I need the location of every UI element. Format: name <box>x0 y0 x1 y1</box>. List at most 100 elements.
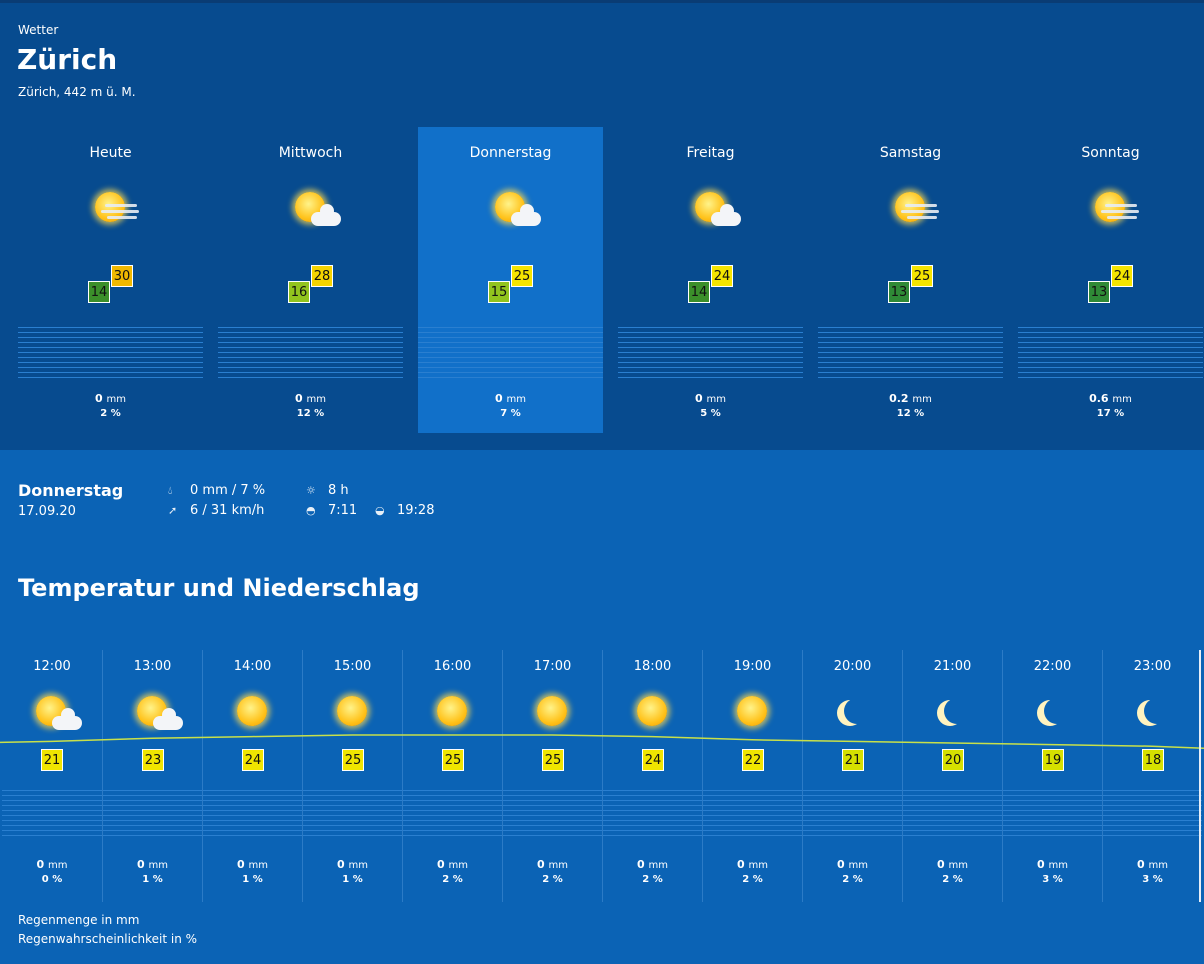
sun-icon <box>517 686 587 736</box>
rain-chart <box>603 790 702 840</box>
rain-amount: 0.2 <box>889 392 909 405</box>
min-temp: 15 <box>488 281 510 303</box>
rain-chart <box>1018 327 1203 379</box>
rain-amount: 0 <box>237 858 245 871</box>
rain-prob: 2 % <box>942 874 963 885</box>
sun-icon <box>217 686 287 736</box>
sun-cloud-icon <box>475 182 545 232</box>
sun-icon: ☼ <box>306 484 316 497</box>
day-name: Heute <box>89 145 132 161</box>
rain-chart <box>1103 790 1202 840</box>
hour-temp: 21 <box>842 749 864 771</box>
rain-chart <box>203 790 302 840</box>
rain-amount: 0 <box>137 858 145 871</box>
rain-chart <box>18 327 203 379</box>
city-title: Zürich <box>17 43 118 76</box>
section-kicker: Wetter <box>18 23 59 37</box>
rain-unit: mm <box>106 394 126 405</box>
rain-prob: 3 % <box>1142 874 1163 885</box>
rain-unit: mm <box>248 860 268 871</box>
moon-icon <box>917 686 987 736</box>
day-mittwoch[interactable]: Mittwoch 16 28 0 mm 12 % <box>218 127 403 433</box>
rain-chart <box>303 790 402 840</box>
hour-time: 23:00 <box>1133 659 1172 674</box>
rain-amount: 0 <box>937 858 945 871</box>
detail-date: 17.09.20 <box>18 504 76 519</box>
sun-cloud-icon <box>675 182 745 232</box>
rain-unit: mm <box>912 394 932 405</box>
hour-temp: 25 <box>442 749 464 771</box>
rain-prob: 12 % <box>296 408 325 419</box>
rain-unit: mm <box>448 860 468 871</box>
rain-prob: 1 % <box>342 874 363 885</box>
hour-column: 18:00 24 0 mm 2 % <box>602 650 702 902</box>
day-freitag[interactable]: Freitag 14 24 0 mm 5 % <box>618 127 803 433</box>
sun-cloud-icon <box>16 686 86 736</box>
rain-unit: mm <box>48 860 68 871</box>
max-temp: 24 <box>1111 265 1133 287</box>
hour-temp: 18 <box>1142 749 1164 771</box>
sun-wind-icon <box>875 182 945 232</box>
day-heute[interactable]: Heute 14 30 0 mm 2 % <box>18 127 203 433</box>
rain-chart <box>803 790 902 840</box>
min-temp: 14 <box>688 281 710 303</box>
min-temp: 14 <box>88 281 110 303</box>
rain-amount: 0 <box>295 392 303 405</box>
rain-prob: 12 % <box>896 408 925 419</box>
rain-amount: 0 <box>437 858 445 871</box>
section-title: Temperatur und Niederschlag <box>18 574 420 602</box>
max-temp: 24 <box>711 265 733 287</box>
hour-column: 19:00 22 0 mm 2 % <box>702 650 802 902</box>
rain-chart <box>418 327 603 379</box>
day-donnerstag[interactable]: Donnerstag 15 25 0 mm 7 % <box>418 127 603 433</box>
rain-amount: 0.6 <box>1089 392 1109 405</box>
rain-amount: 0 <box>1037 858 1045 871</box>
hour-temp: 20 <box>942 749 964 771</box>
hour-temp: 22 <box>742 749 764 771</box>
rain-prob: 5 % <box>700 408 721 419</box>
day-name: Freitag <box>686 145 735 161</box>
max-temp: 28 <box>311 265 333 287</box>
rain-prob: 2 % <box>642 874 663 885</box>
rain-amount: 0 <box>495 392 503 405</box>
rain-prob: 1 % <box>242 874 263 885</box>
rain-prob: 2 % <box>742 874 763 885</box>
rain-amount: 0 <box>95 392 103 405</box>
sun-cloud-icon <box>275 182 345 232</box>
hour-time: 12:00 <box>33 659 71 674</box>
rain-chart <box>403 790 502 840</box>
scrollbar[interactable] <box>1199 650 1201 902</box>
rain-prob: 2 % <box>542 874 563 885</box>
hour-column: 20:00 21 0 mm 2 % <box>802 650 902 902</box>
day-name: Samstag <box>879 145 942 161</box>
sunset-icon: ◒ <box>375 504 385 517</box>
rain-chart <box>618 327 803 379</box>
sun-icon <box>417 686 487 736</box>
rain-unit: mm <box>306 394 326 405</box>
rain-prob: 1 % <box>142 874 163 885</box>
drop-icon: 💧︎ <box>168 484 173 497</box>
hour-temp: 19 <box>1042 749 1064 771</box>
day-sonntag[interactable]: Sonntag 13 24 0.6 mm 17 % <box>1018 127 1203 433</box>
rain-unit: mm <box>1148 860 1168 871</box>
moon-icon <box>817 686 887 736</box>
rain-unit: mm <box>848 860 868 871</box>
rain-chart <box>2 790 102 840</box>
rain-prob: 2 % <box>100 408 121 419</box>
rain-unit: mm <box>706 394 726 405</box>
rain-chart <box>703 790 802 840</box>
hour-column: 21:00 20 0 mm 2 % <box>902 650 1002 902</box>
sun-icon <box>717 686 787 736</box>
detail-sunset: 19:28 <box>397 503 435 518</box>
day-samstag[interactable]: Samstag 13 25 0.2 mm 12 % <box>818 127 1003 433</box>
hour-time: 14:00 <box>233 659 272 674</box>
min-temp: 16 <box>288 281 310 303</box>
hour-column: 16:00 25 0 mm 2 % <box>402 650 502 902</box>
sun-icon <box>617 686 687 736</box>
altitude-label: Zürich, 442 m ü. M. <box>18 85 136 99</box>
rain-prob: 0 % <box>41 874 63 885</box>
hour-column: 23:00 18 0 mm 3 % <box>1102 650 1202 902</box>
rain-unit: mm <box>148 860 168 871</box>
detail-day: Donnerstag <box>18 481 124 500</box>
hour-temp: 24 <box>642 749 664 771</box>
